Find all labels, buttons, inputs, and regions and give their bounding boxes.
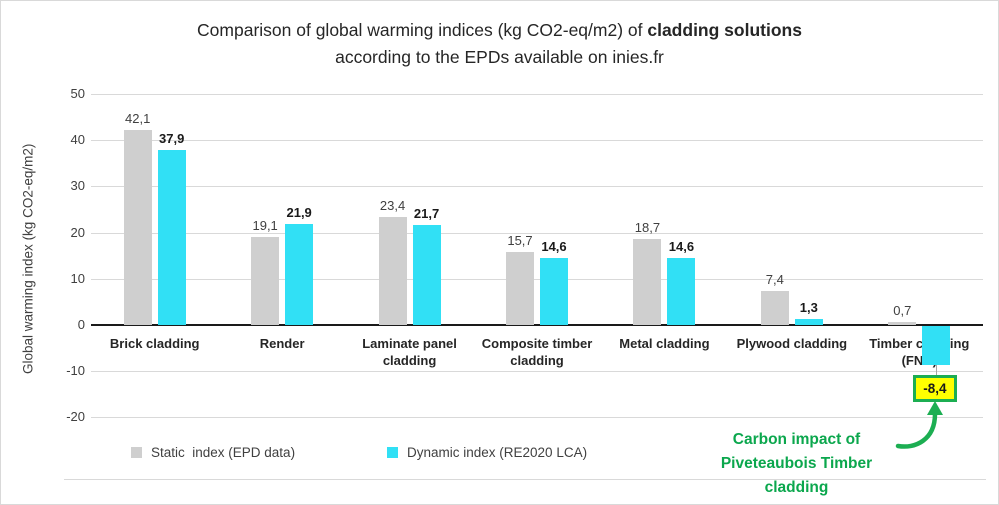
bar-value-label: 37,9 xyxy=(159,130,185,146)
y-axis-tick-label: 10 xyxy=(70,270,85,286)
bar-value-label: 0,7 xyxy=(893,302,912,318)
annotation-line: Carbon impact of xyxy=(732,431,861,448)
gridline xyxy=(91,232,983,234)
x-axis-line xyxy=(91,324,983,326)
bar-static xyxy=(888,321,917,325)
legend-label-static: Static index (EPD data) xyxy=(151,445,296,460)
static-series-swatch-icon xyxy=(131,447,142,458)
bar-value-label: 23,4 xyxy=(379,197,406,213)
chart-title-line2: according to the EPDs available on inies… xyxy=(335,47,664,67)
bar-dynamic xyxy=(667,257,696,325)
bar-value-label: 15,7 xyxy=(507,233,533,249)
legend-label-dynamic: Dynamic index (RE2020 LCA) xyxy=(407,445,588,460)
bar-dynamic xyxy=(285,223,314,325)
gridline xyxy=(91,371,983,373)
bar-dynamic xyxy=(922,326,951,365)
curved-arrow-icon xyxy=(895,401,943,449)
category-label: Plywood cladding xyxy=(736,336,848,351)
chart-title-bold: cladding solutions xyxy=(647,20,802,40)
plot-bottom-border xyxy=(64,479,986,480)
bar-value-label: 19,1 xyxy=(252,217,278,233)
bar-static xyxy=(760,290,789,325)
y-axis-tick-label: 20 xyxy=(70,224,85,240)
bar-value-label: 14,6 xyxy=(668,238,695,254)
bar-static xyxy=(378,216,407,325)
bar-dynamic xyxy=(540,257,568,325)
gridline xyxy=(91,278,983,280)
category-label: Composite timber cladding xyxy=(481,336,593,368)
bar-dynamic xyxy=(794,318,823,325)
bar-value-label: 18,7 xyxy=(634,219,661,235)
y-axis-tick-label: -10 xyxy=(66,363,85,379)
category-label: Timber cladding (FNB) xyxy=(869,336,970,368)
y-axis-tick-label: 30 xyxy=(70,178,85,194)
bar-static xyxy=(123,130,152,325)
annotation-text: Carbon impact of Piveteaubois Timber cladd… xyxy=(689,428,904,500)
dynamic-series-swatch-icon xyxy=(387,447,398,458)
bar-static xyxy=(633,238,662,325)
bar-value-label: 21,7 xyxy=(413,205,440,221)
gridline xyxy=(91,417,983,419)
y-axis-tick-label: 40 xyxy=(70,132,85,148)
y-axis-tick-label: -20 xyxy=(66,409,85,425)
category-label: Brick cladding xyxy=(109,336,200,351)
y-axis-tick-label: 50 xyxy=(70,86,85,101)
gridline xyxy=(91,186,983,188)
bar-value-label: 7,4 xyxy=(765,271,784,287)
category-label: Render xyxy=(259,336,305,351)
bar-value-label: 21,9 xyxy=(286,204,312,220)
data-label-leader-line xyxy=(936,364,938,375)
bar-static xyxy=(506,252,534,325)
chart-title: Comparison of global warming indices (kg… xyxy=(1,17,998,71)
highlighted-value-label: -8,4 xyxy=(913,374,957,402)
chart-title-regular: Comparison of global warming indices (kg… xyxy=(197,20,648,40)
legend-item-dynamic: Dynamic index (RE2020 LCA) xyxy=(387,445,587,460)
bar-value-label: 1,3 xyxy=(799,299,818,315)
chart-title-line1: Comparison of global warming indices (kg… xyxy=(1,17,998,44)
y-axis-tick-label: 0 xyxy=(77,317,85,332)
annotation-line: Piveteaubois Timber xyxy=(720,455,873,472)
bar-value-label: 14,6 xyxy=(541,238,567,254)
gridline xyxy=(91,140,983,142)
category-label: Laminate panel cladding xyxy=(362,336,457,368)
bar-value-label: 42,1 xyxy=(125,111,151,127)
gridline xyxy=(91,94,983,95)
y-axis-title: Global warming index (kg CO2-eq/m2) xyxy=(20,143,36,374)
bar-dynamic xyxy=(157,149,186,325)
category-label: Metal cladding xyxy=(619,336,710,351)
bar-dynamic xyxy=(412,224,441,325)
bar-static xyxy=(251,236,280,325)
legend-item-static: Static index (EPD data) xyxy=(131,445,295,460)
annotation-line: cladding xyxy=(764,479,829,496)
